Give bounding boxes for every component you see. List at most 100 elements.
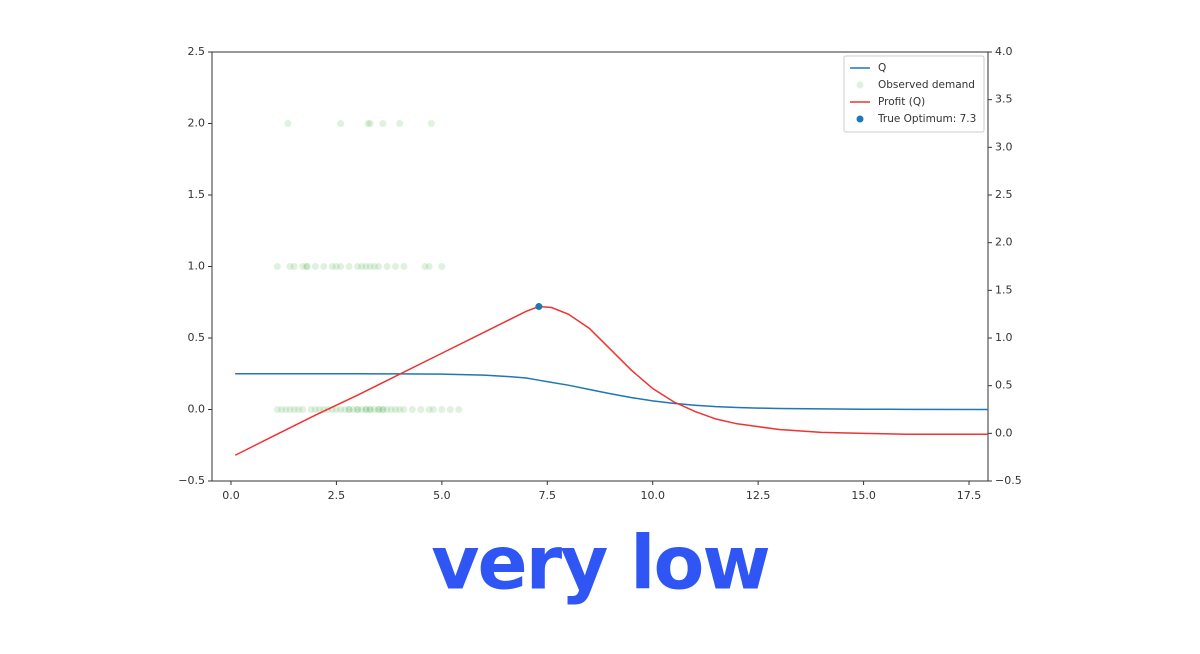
scatter-point — [345, 406, 353, 413]
scatter-point — [375, 263, 383, 270]
x-tick-label: 12.5 — [746, 489, 771, 502]
legend: Q Observed demand Profit (Q) True Optimum: … — [843, 55, 985, 133]
y2-tick-label: 3.5 — [995, 93, 1013, 106]
scatter-point — [387, 406, 395, 413]
scatter-point — [366, 406, 374, 413]
scatter-point — [349, 406, 357, 413]
scatter-point — [375, 406, 383, 413]
scatter-point — [290, 263, 298, 270]
scatter-point — [345, 406, 353, 413]
scatter-point — [286, 406, 294, 413]
scatter-point — [438, 406, 446, 413]
scatter-point — [345, 263, 353, 270]
scatter-point — [370, 263, 378, 270]
y2-tick-label: 0.5 — [995, 379, 1013, 392]
scatter-point — [284, 120, 292, 127]
scatter-point — [366, 120, 374, 127]
scatter-point — [417, 406, 425, 413]
scatter-point — [396, 406, 404, 413]
x-tick-label: 5.0 — [433, 489, 451, 502]
scatter-point — [370, 406, 378, 413]
scatter-point — [400, 263, 408, 270]
x-tick-label: 15.0 — [851, 489, 876, 502]
scatter-point — [337, 120, 345, 127]
scatter-point — [379, 406, 387, 413]
scatter-point — [341, 406, 349, 413]
scatter-point — [364, 120, 372, 127]
scatter-point — [383, 406, 391, 413]
scatter-point — [354, 406, 361, 413]
scatter-point — [358, 263, 366, 270]
optimum-point — [535, 303, 543, 311]
y-tick-label: 0.5 — [188, 331, 206, 344]
scatter-point — [354, 406, 361, 413]
legend-label: Q — [878, 62, 886, 74]
scatter-point — [273, 263, 281, 270]
scatter-point — [337, 263, 345, 270]
x-tick-label: 10.0 — [640, 489, 665, 502]
line-series — [235, 373, 988, 411]
y-tick-label: 2.0 — [188, 117, 206, 130]
scatter-point — [273, 406, 281, 413]
scatter-point — [299, 406, 307, 413]
scatter-point — [391, 263, 399, 270]
legend-label: True Optimum: 7.3 — [877, 113, 976, 125]
scatter-point — [425, 263, 433, 270]
scatter-point — [429, 406, 437, 413]
y2-tick-label: 0.0 — [995, 426, 1013, 439]
scatter-point — [320, 263, 328, 270]
plot-area — [234, 120, 988, 456]
scatter-point — [316, 406, 324, 413]
scatter-point — [311, 263, 319, 270]
scatter-point — [396, 120, 404, 127]
y2-tick-label: 1.5 — [995, 283, 1013, 296]
y-tick-label: 1.0 — [188, 260, 206, 273]
scatter-point — [421, 263, 429, 270]
y2-tick-label: 4.0 — [995, 45, 1013, 58]
scatter-point — [425, 406, 433, 413]
scatter-point — [366, 263, 374, 270]
scatter-point — [379, 406, 387, 413]
y-tick-label: 1.5 — [188, 188, 206, 201]
scatter-point — [375, 406, 383, 413]
scatter-point — [278, 406, 286, 413]
scatter-point — [455, 406, 463, 413]
scatter-point — [362, 263, 370, 270]
scatter-point — [328, 263, 336, 270]
scatter-point — [303, 263, 311, 270]
scatter-point — [379, 120, 387, 127]
y2-tick-label: −0.5 — [995, 474, 1022, 487]
scatter-point — [286, 263, 294, 270]
scatter-point — [362, 406, 370, 413]
legend-label: Observed demand — [878, 79, 975, 91]
caption: very low — [431, 521, 769, 607]
scatter-point — [400, 406, 408, 413]
scatter-point — [311, 406, 319, 413]
scatter-point — [362, 406, 370, 413]
scatter-point — [354, 263, 361, 270]
scatter-point — [299, 263, 307, 270]
y2-tick-label: 1.0 — [995, 331, 1013, 344]
scatter-point — [358, 406, 366, 413]
legend-swatch — [856, 115, 864, 123]
scatter-point — [307, 406, 315, 413]
scatter-point — [438, 263, 446, 270]
legend-label: Profit (Q) — [878, 96, 925, 108]
scatter-point — [383, 263, 391, 270]
scatter-point — [290, 406, 298, 413]
scatter-point — [427, 120, 435, 127]
line-series — [234, 305, 988, 456]
legend-swatch — [856, 81, 864, 89]
scatter-point — [303, 263, 311, 270]
y-tick-label: 0.0 — [188, 403, 206, 416]
scatter-point — [391, 406, 399, 413]
y2-tick-label: 2.5 — [995, 188, 1013, 201]
y-tick-label: 2.5 — [188, 45, 206, 58]
legend-box — [843, 55, 985, 133]
scatter-point — [446, 406, 454, 413]
y2-tick-label: 3.0 — [995, 140, 1013, 153]
x-tick-label: 17.5 — [957, 489, 982, 502]
scatter-point — [332, 263, 340, 270]
scatter-point — [282, 406, 290, 413]
